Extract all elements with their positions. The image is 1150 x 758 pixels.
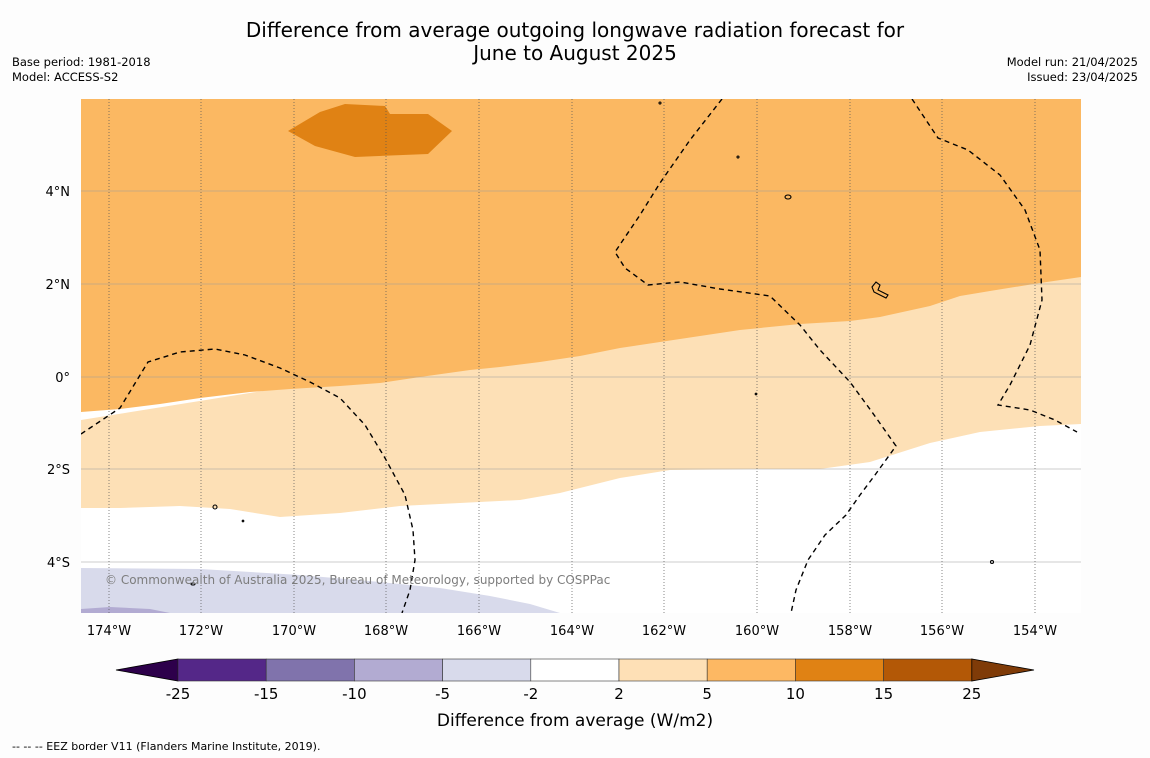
island-tiny-4 xyxy=(241,519,245,523)
lat-tick-label: 0° xyxy=(55,371,70,386)
island-kiritimati xyxy=(871,281,889,299)
lon-tick-label: 170°W xyxy=(272,624,316,639)
colorbar-tick-label: -15 xyxy=(254,685,279,703)
colorbar-cell xyxy=(618,658,708,682)
colorbar-tick-label: 10 xyxy=(786,685,805,703)
island-tiny xyxy=(736,155,740,159)
chart-title: Difference from average outgoing longwav… xyxy=(0,19,1150,65)
colorbar-tick-label: 2 xyxy=(614,685,624,703)
lon-tick-label: 162°W xyxy=(642,624,686,639)
eez-borders xyxy=(81,99,1078,613)
colorbar-over-arrow xyxy=(971,658,1035,682)
island-tiny-3 xyxy=(190,582,196,586)
lon-tick-label: 156°W xyxy=(920,624,964,639)
zone-darker-patch xyxy=(81,607,170,613)
colorbar-under-arrow xyxy=(115,658,179,682)
colorbar-tick-label: 5 xyxy=(702,685,712,703)
colorbar-cell xyxy=(354,658,443,682)
lon-tick-label: 168°W xyxy=(364,624,408,639)
colorbar-tick-labels: -25 -15 -10 -5 -2 2 5 10 15 25 xyxy=(166,685,982,703)
lon-tick-label: 166°W xyxy=(457,624,501,639)
footnote: -- -- -- EEZ border V11 (Flanders Marine… xyxy=(12,740,321,753)
model-run-text: Model run: 21/04/2025 xyxy=(1006,55,1138,69)
island-tiny-2 xyxy=(658,101,662,105)
colorbar-tick-label: -5 xyxy=(435,685,450,703)
island-south xyxy=(989,559,995,565)
lat-tick-label: 4°S xyxy=(47,556,70,571)
colorbar-cell xyxy=(530,658,620,682)
lat-tick-labels: 4°N 2°N 0° 2°S 4°S xyxy=(46,185,71,571)
model-text: Model: ACCESS-S2 xyxy=(12,70,119,84)
lat-tick-label: 2°S xyxy=(47,463,70,478)
colorbar-cell xyxy=(795,658,884,682)
colorbar-cell xyxy=(706,658,796,682)
island-tiny-5 xyxy=(754,392,758,396)
meta-left: Base period: 1981-2018 Model: ACCESS-S2 xyxy=(12,55,151,85)
base-period-text: Base period: 1981-2018 xyxy=(12,55,151,69)
issued-text: Issued: 23/04/2025 xyxy=(1027,70,1138,84)
map-area xyxy=(81,99,1081,613)
lat-tick-label: 4°N xyxy=(46,185,71,200)
lon-tick-label: 160°W xyxy=(735,624,779,639)
meta-right: Model run: 21/04/2025 Issued: 23/04/2025 xyxy=(1007,55,1138,85)
lon-tick-label: 174°W xyxy=(87,624,131,639)
island-teraina xyxy=(784,194,792,200)
colorbar-tick-label: 25 xyxy=(962,685,981,703)
islands xyxy=(190,101,995,586)
lat-tick-label: 2°N xyxy=(46,278,71,293)
colorbar-cell xyxy=(442,658,532,682)
colorbar-tick-label: -2 xyxy=(523,685,538,703)
colorbar-label: Difference from average (W/m2) xyxy=(437,711,713,731)
colorbar-tick-label: 15 xyxy=(874,685,893,703)
zone-10-to-15 xyxy=(288,104,452,157)
title-line-2: June to August 2025 xyxy=(473,41,677,65)
lon-tick-label: 172°W xyxy=(179,624,223,639)
zone-5-to-10 xyxy=(81,99,1081,412)
colorbar-tick-label: -25 xyxy=(166,685,191,703)
colorbar-tick-label: -10 xyxy=(342,685,367,703)
colorbar xyxy=(115,658,1035,682)
title-line-1: Difference from average outgoing longwav… xyxy=(245,18,905,42)
zone-2-to-5 xyxy=(81,260,1081,517)
lat-gridlines xyxy=(81,190,1081,563)
lon-tick-label: 154°W xyxy=(1013,624,1057,639)
lon-tick-labels: 174°W 172°W 170°W 168°W 166°W 164°W 162°… xyxy=(87,624,1057,639)
island-swains xyxy=(212,504,218,510)
copyright-text: © Commonwealth of Australia 2025, Bureau… xyxy=(105,573,610,587)
colorbar-cell xyxy=(883,658,973,682)
colorbar-cell xyxy=(177,658,267,682)
lon-tick-label: 158°W xyxy=(828,624,872,639)
colorbar-cell xyxy=(265,658,355,682)
lon-tick-label: 164°W xyxy=(550,624,594,639)
